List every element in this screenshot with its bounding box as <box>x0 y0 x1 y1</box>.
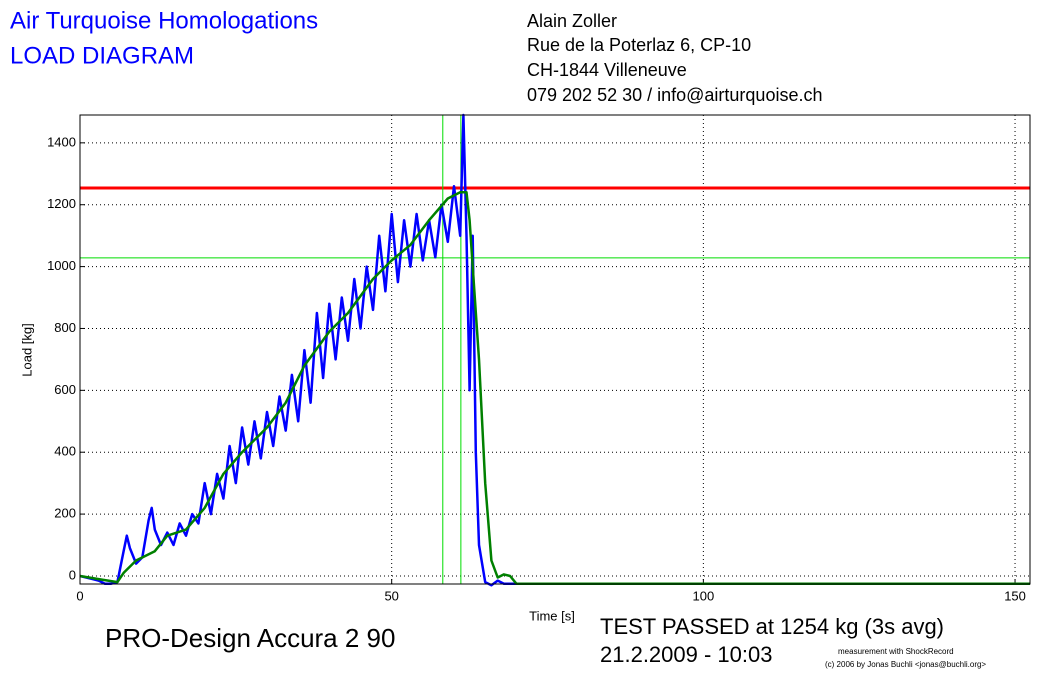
credits: measurement with ShockRecord <box>838 647 954 656</box>
plot-area: 0 200 400 600 800 1000 1200 1400 0 50 100 150 <box>47 113 1031 603</box>
y-tick-label: 1400 <box>47 134 76 149</box>
plot-frame <box>80 115 1030 584</box>
x-axis-label: Time [s] <box>529 608 575 623</box>
x-tick-label: 150 <box>1004 588 1026 603</box>
y-tick-label: 1000 <box>47 258 76 273</box>
address-line: CH-1844 Villeneuve <box>527 60 687 80</box>
y-tick-label: 600 <box>54 382 76 397</box>
y-tick-label: 400 <box>54 444 76 459</box>
test-result: TEST PASSED at 1254 kg (3s avg) <box>600 614 944 639</box>
x-tick-label: 0 <box>76 588 83 603</box>
credits: (c) 2006 by Jonas Buchli <jonas@buchli.o… <box>825 660 986 669</box>
product-name: PRO-Design Accura 2 90 <box>105 623 395 653</box>
chart-title: Air Turquoise Homologations <box>10 7 318 34</box>
y-axis-label: Load [kg] <box>19 323 34 377</box>
data-line <box>79 113 1030 587</box>
address-line: Rue de la Poterlaz 6, CP-10 <box>527 35 751 55</box>
address-line: 079 202 52 30 / info@airturquoise.ch <box>527 85 822 105</box>
y-tick-label: 200 <box>54 506 76 521</box>
data-line <box>79 191 1030 585</box>
y-tick-label: 1200 <box>47 196 76 211</box>
y-tick-label: 0 <box>69 567 76 582</box>
x-tick-label: 100 <box>693 588 715 603</box>
chart-subtitle: LOAD DIAGRAM <box>10 42 194 69</box>
plot-border <box>79 114 1031 585</box>
y-tick-label: 800 <box>54 320 76 335</box>
x-tick-label: 50 <box>384 588 398 603</box>
test-date: 21.2.2009 - 10:03 <box>600 642 772 667</box>
address-line: Alain Zoller <box>527 11 617 31</box>
